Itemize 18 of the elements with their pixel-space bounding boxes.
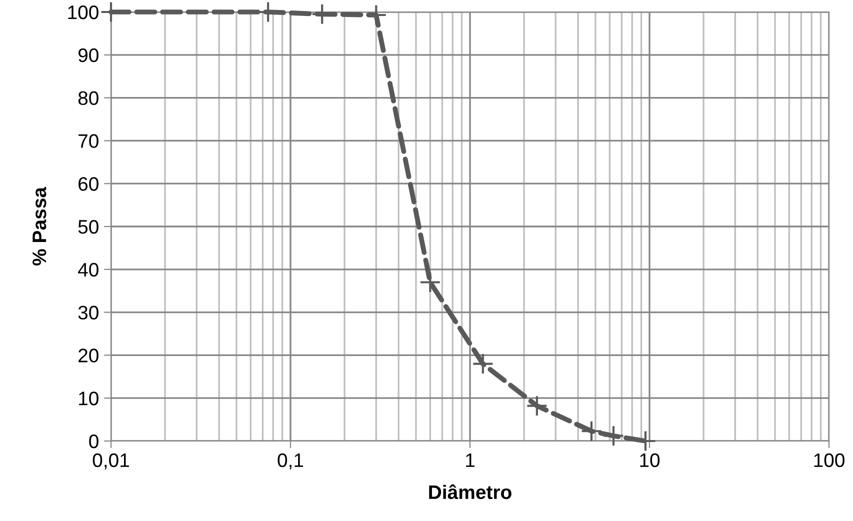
y-tick-label: 80 — [78, 91, 98, 106]
y-tick-label: 40 — [78, 262, 98, 277]
y-tick-label: 90 — [78, 48, 98, 62]
y-tick-label: 30 — [78, 306, 98, 320]
x-tick-label: 0,01 — [92, 453, 129, 470]
y-tick-label: 100 — [68, 5, 98, 20]
y-axis-title: % Passa — [32, 186, 46, 266]
y-tick-label: 70 — [78, 134, 98, 148]
x-tick-label: 1 — [466, 454, 474, 467]
y-tick-label: 10 — [79, 392, 98, 406]
y-tick-label: 60 — [78, 177, 98, 191]
x-tick-label: 0,1 — [278, 453, 304, 470]
x-axis-title: Diâmetro — [429, 484, 512, 500]
x-tick-label: 100 — [814, 453, 844, 468]
y-tick-label: 50 — [78, 220, 98, 234]
y-tick-label: 0 — [89, 434, 98, 448]
x-tick-label: 10 — [640, 453, 660, 468]
y-tick-label: 20 — [78, 348, 98, 362]
